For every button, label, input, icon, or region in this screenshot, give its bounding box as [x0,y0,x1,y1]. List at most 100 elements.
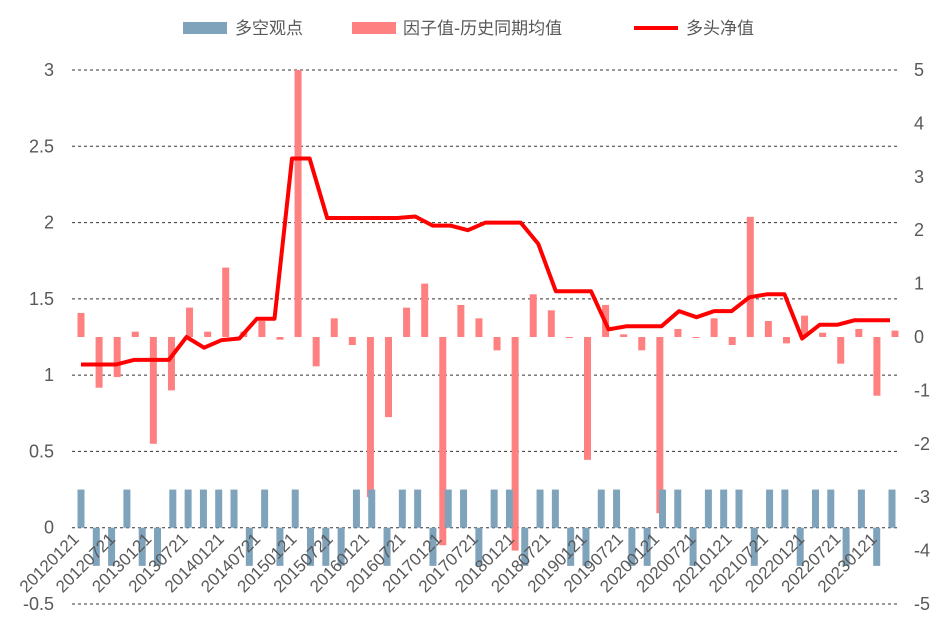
long-short-bar [582,527,590,566]
right-tick-label: 1 [914,274,924,294]
right-tick-label: -1 [914,380,930,400]
long-short-bar [857,489,865,528]
long-short-bar [750,527,758,566]
left-tick-label: 0.5 [29,441,54,461]
long-short-bar [674,489,682,528]
long-short-bar [536,489,544,528]
factor-bar [692,337,700,339]
factor-bar [674,328,682,337]
long-short-bar [475,527,483,566]
left-tick-label: 1 [44,365,54,385]
long-short-bar [322,527,330,566]
legend-swatch-long-short [183,22,227,34]
long-short-bar [521,527,529,566]
long-short-bar [781,489,789,528]
long-short-bar [842,527,850,566]
factor-bar [855,328,863,337]
factor-bar [873,337,881,396]
legend-label-net-value: 多头净值 [686,19,754,39]
long-short-bar [460,489,468,528]
factor-bar [710,318,718,337]
long-short-bar [230,489,238,528]
factor-bar [620,334,628,337]
factor-bar [511,337,519,551]
long-short-bar [398,489,406,528]
factor-bar [421,283,429,337]
long-short-bar [643,527,651,566]
factor-bar [764,320,772,337]
right-tick-label: 4 [914,113,924,133]
factor-bar [149,337,157,444]
factor-bar [294,70,302,337]
factor-bar [330,318,338,337]
factor-bar [801,315,809,337]
long-short-bar [613,489,621,528]
long-short-bar [352,489,360,528]
factor-bar [547,310,555,337]
long-short-bar [689,527,697,566]
left-tick-label: -0.5 [23,594,54,614]
factor-bar [583,337,591,460]
long-short-bar [490,489,498,528]
long-short-bar [261,489,269,528]
right-tick-label: 5 [914,60,924,80]
long-short-bar [888,489,896,528]
legend-label-long-short: 多空观点 [235,19,303,39]
long-short-bar [796,527,804,566]
legend-swatch-factor [352,22,396,34]
long-short-bar [704,489,712,528]
net-value-line [81,156,890,367]
long-short-bar [77,489,85,528]
factor-bar [728,337,736,346]
factor-bar [385,337,393,418]
long-short-bar [184,489,192,528]
factor-bar [348,337,356,346]
long-short-bar [429,527,437,566]
long-short-bar [873,527,881,566]
factor-bar [891,330,899,337]
long-short-bar [551,489,559,528]
right-tick-label: -4 [914,541,930,561]
factor-bar [656,337,664,514]
left-tick-label: 0 [44,518,54,538]
factor-bar [837,337,845,364]
long-short-bar [628,527,636,566]
left-tick-label: 2.5 [29,136,54,156]
left-axis: 3 2.5 2 1.5 1 0.5 0 -0.5 [23,60,54,614]
long-short-bar [811,489,819,528]
factor-bar [403,307,411,337]
long-short-bar [827,489,835,528]
long-short-bar [597,489,605,528]
long-short-bar [720,489,728,528]
long-short-bar [154,527,162,566]
factor-bar [366,337,374,498]
long-short-bar [123,489,131,528]
long-short-bar [735,489,743,528]
long-short-bar [505,489,513,528]
long-short-bars [77,489,896,566]
factor-bar [131,331,139,337]
long-short-bar [138,527,146,566]
long-short-bar [169,489,177,528]
long-short-bar [567,527,575,566]
factor-bar [312,337,320,367]
right-tick-label: 3 [914,167,924,187]
long-short-bar [291,489,299,528]
right-tick-label: 2 [914,220,924,240]
factor-bar [457,304,465,337]
factor-bar [276,337,284,340]
factor-bar [222,267,230,337]
net-value-polyline [81,156,890,367]
x-axis: 2012012120120721201301212013072120140121… [16,529,881,596]
factor-bar [565,337,573,339]
long-short-bar [276,527,284,566]
factor-bar [746,216,754,337]
factor-bar [475,318,483,337]
long-short-bar [215,489,223,528]
long-short-bar [383,527,391,566]
long-short-bar [337,527,345,566]
right-tick-label: -5 [914,594,930,614]
long-short-bar [108,527,116,566]
factor-bar [77,312,85,337]
